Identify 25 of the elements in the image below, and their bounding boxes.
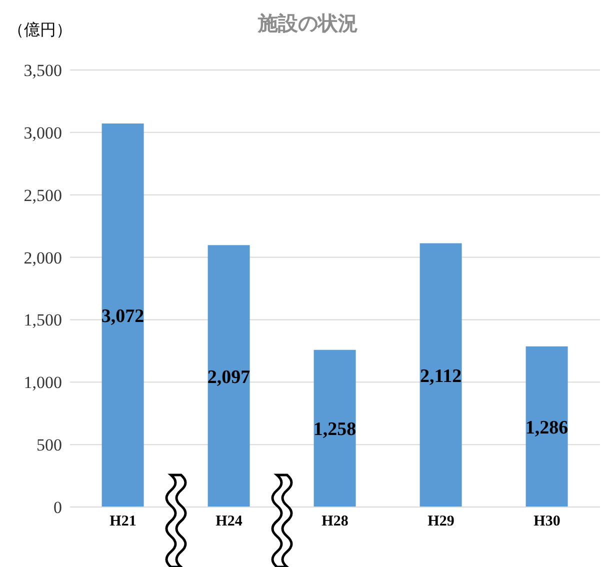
y-tick-label: 1,500 [24, 310, 62, 330]
bar [314, 350, 356, 507]
x-tick-label: H29 [428, 514, 454, 530]
x-tick-label: H21 [110, 514, 136, 530]
y-tick-label: 500 [36, 436, 62, 455]
data-label: 1,258 [313, 419, 356, 440]
bar [526, 346, 568, 507]
bar [102, 123, 144, 507]
y-tick-label: 0 [54, 498, 62, 518]
bar [208, 245, 250, 507]
chart-title: 施設の状況 [258, 11, 358, 35]
y-tick-label: 3,500 [24, 61, 62, 80]
y-tick-label: 3,000 [24, 123, 62, 142]
y-tick-label: 2,000 [24, 248, 62, 268]
data-label: 1,286 [525, 417, 568, 438]
y-tick-label: 1,000 [24, 373, 62, 392]
x-tick-label: H28 [322, 514, 348, 530]
x-tick-label: H30 [534, 514, 560, 530]
data-label: 2,112 [420, 366, 462, 387]
x-tick-label: H24 [216, 514, 243, 530]
data-label: 2,097 [207, 366, 251, 388]
data-label: 3,072 [101, 306, 144, 327]
y-tick-label: 2,500 [24, 186, 62, 205]
y-axis-title: （億円） [8, 20, 72, 41]
bar [420, 243, 462, 507]
